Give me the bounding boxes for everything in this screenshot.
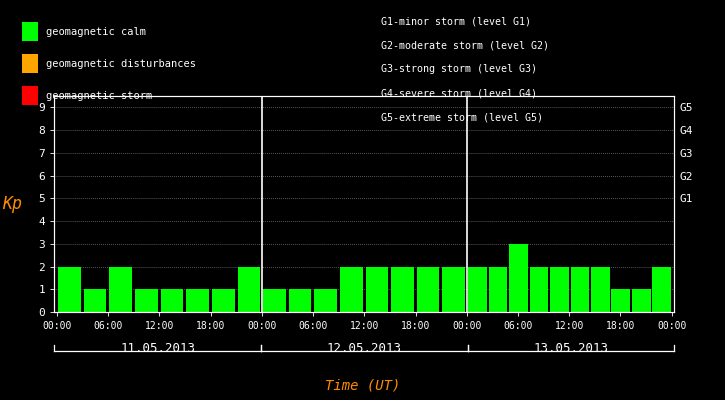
Text: G3-strong storm (level G3): G3-strong storm (level G3) — [381, 64, 536, 74]
Bar — [591, 266, 610, 312]
Bar — [632, 289, 650, 312]
Bar — [186, 289, 209, 312]
Text: G4-severe storm (level G4): G4-severe storm (level G4) — [381, 88, 536, 98]
Bar — [109, 266, 132, 312]
Bar — [238, 266, 260, 312]
Bar — [340, 266, 362, 312]
Text: geomagnetic storm: geomagnetic storm — [46, 91, 153, 101]
Bar — [135, 289, 157, 312]
Text: G2-moderate storm (level G2): G2-moderate storm (level G2) — [381, 40, 549, 50]
Bar — [289, 289, 311, 312]
Bar — [365, 266, 388, 312]
Bar — [550, 266, 568, 312]
Text: Time (UT): Time (UT) — [325, 379, 400, 393]
Bar — [417, 266, 439, 312]
Bar — [529, 266, 548, 312]
Bar — [442, 266, 465, 312]
Text: 12.05.2013: 12.05.2013 — [327, 342, 402, 355]
Bar — [84, 289, 107, 312]
Text: G1-minor storm (level G1): G1-minor storm (level G1) — [381, 16, 531, 26]
Bar — [315, 289, 337, 312]
Bar — [212, 289, 234, 312]
Text: 11.05.2013: 11.05.2013 — [120, 342, 195, 355]
Bar — [161, 289, 183, 312]
Bar — [571, 266, 589, 312]
Bar — [263, 289, 286, 312]
Text: geomagnetic disturbances: geomagnetic disturbances — [46, 59, 196, 69]
Text: Kp: Kp — [2, 195, 22, 213]
Bar — [468, 266, 486, 312]
Bar — [58, 266, 81, 312]
Bar — [509, 244, 528, 312]
Text: geomagnetic calm: geomagnetic calm — [46, 26, 146, 37]
Text: G5-extreme storm (level G5): G5-extreme storm (level G5) — [381, 112, 542, 122]
Bar — [392, 266, 414, 312]
Bar — [652, 266, 671, 312]
Bar — [489, 266, 508, 312]
Bar — [611, 289, 630, 312]
Text: 13.05.2013: 13.05.2013 — [534, 342, 608, 355]
